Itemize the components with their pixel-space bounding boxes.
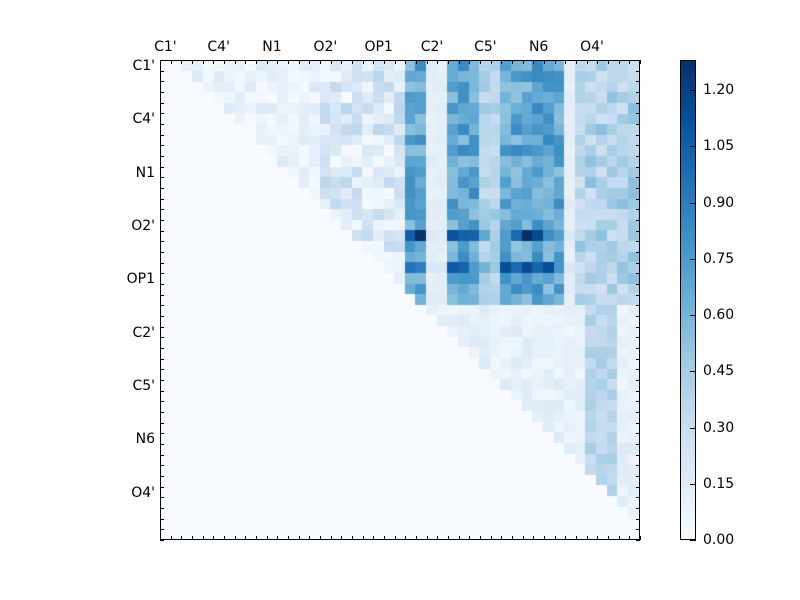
x-tick-label: C5': [474, 39, 497, 55]
colorbar-tick-label: 0.90: [703, 194, 735, 211]
y-tick-label: O4': [131, 484, 155, 501]
x-tick-label: OP1: [364, 39, 393, 55]
colorbar-tick-label: 0.00: [703, 532, 735, 548]
x-tick-label: O4': [580, 39, 604, 55]
x-tick-label: N6: [528, 39, 549, 55]
colorbar-tick-label: 0.75: [703, 250, 735, 267]
y-tick-label: O2': [131, 218, 155, 234]
x-tick-label: C1': [154, 39, 177, 55]
y-tick-label: C2': [132, 324, 155, 341]
y-tick-label: C4': [132, 111, 155, 128]
y-tick-label: C1': [132, 58, 155, 74]
y-tick-label: N6: [135, 431, 155, 448]
heatmap-cells: [161, 61, 639, 539]
colorbar-tick-label: 0.60: [703, 307, 735, 323]
colorbar-tick-label: 1.20: [703, 82, 735, 98]
heatmap-plot: [160, 60, 640, 540]
x-tick-label: C4': [207, 39, 230, 55]
x-tick-label: C2': [420, 39, 444, 55]
y-tick-label: OP1: [126, 271, 155, 288]
colorbar-tick-label: 0.30: [703, 419, 735, 436]
colorbar-tick-label: 1.05: [703, 138, 735, 155]
colorbar: [680, 60, 696, 540]
y-tick-label: C5': [132, 378, 155, 394]
y-tick-label: N1: [135, 164, 155, 181]
colorbar-tick-label: 0.45: [703, 363, 735, 380]
x-tick-label: O2': [313, 39, 338, 55]
colorbar-tick-label: 0.15: [703, 475, 735, 492]
x-tick-label: N1: [262, 39, 282, 55]
